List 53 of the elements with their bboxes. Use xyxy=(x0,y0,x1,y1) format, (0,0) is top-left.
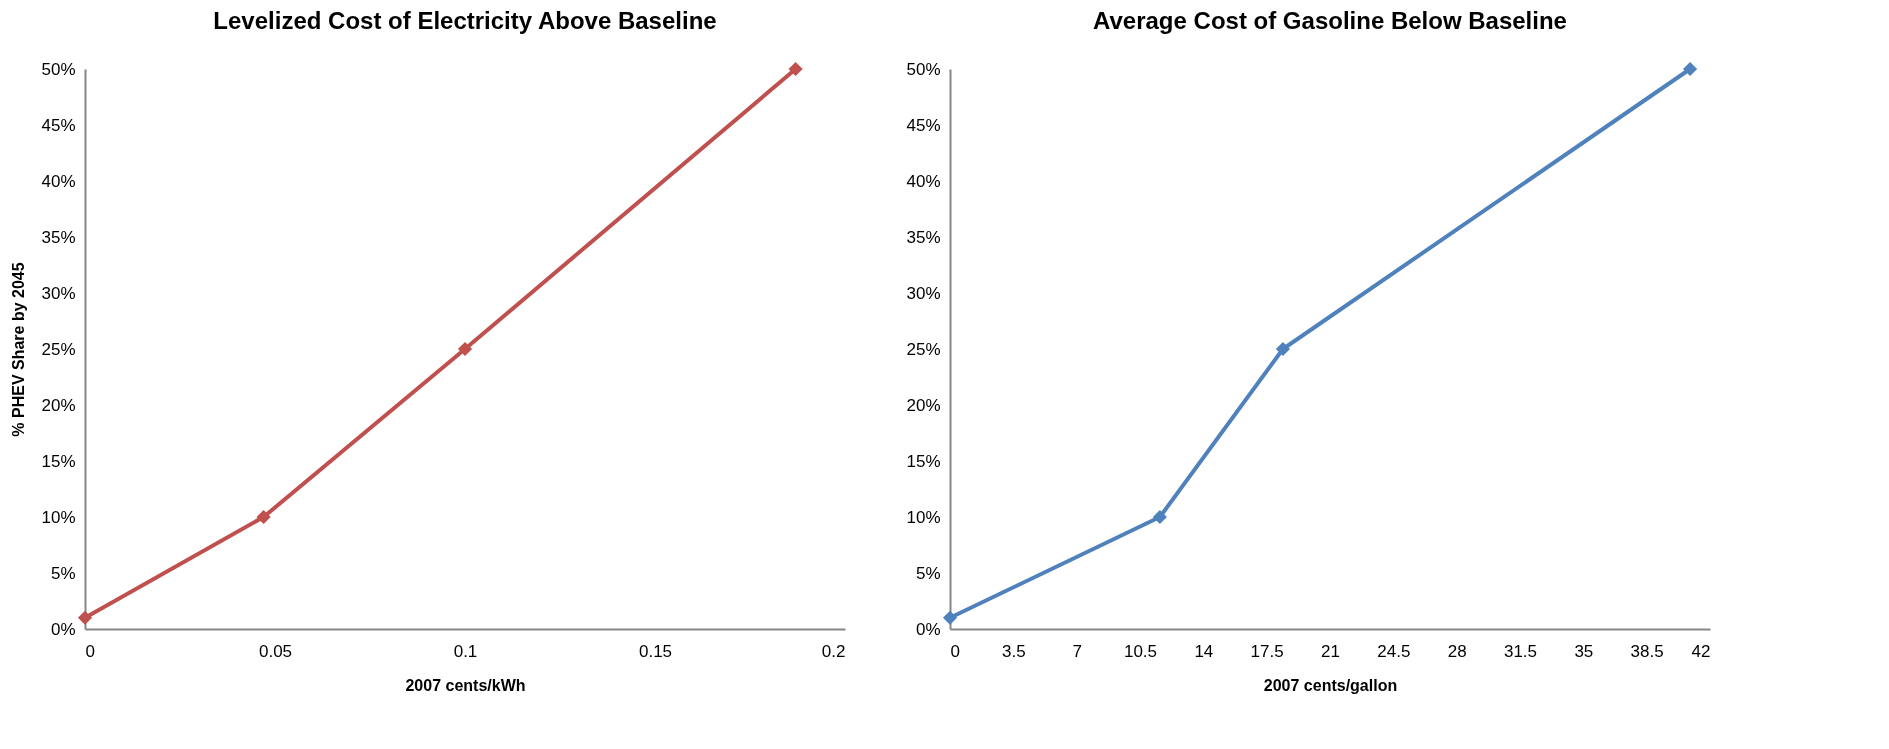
x-axis-title: 2007 cents/kWh xyxy=(405,676,526,694)
point xyxy=(1683,61,1698,77)
x-tick-label: 0 xyxy=(85,641,95,661)
x-tick-label: 3.5 xyxy=(1002,641,1026,661)
point xyxy=(256,509,271,525)
y-tick-label: 0% xyxy=(50,619,76,639)
x-tick-label: 0.2 xyxy=(821,641,846,661)
y-tick-label: 0% xyxy=(915,619,941,639)
x-tick-label: 35 xyxy=(1574,641,1594,661)
point xyxy=(1275,341,1291,357)
x-tick-label: 28 xyxy=(1447,641,1467,661)
point xyxy=(788,61,803,77)
y-tick-label: 45% xyxy=(906,115,941,135)
x-tick-label: 42 xyxy=(1691,641,1711,661)
y-tick-label: 5% xyxy=(50,563,76,583)
y-tick-label: 30% xyxy=(41,283,76,303)
x-tick-label: 24.5 xyxy=(1377,641,1411,661)
x-tick-label: 0.1 xyxy=(453,641,478,661)
y-tick-label: 15% xyxy=(41,451,76,471)
x-tick-label: 10.5 xyxy=(1123,641,1158,661)
y-tick-label: 35% xyxy=(906,227,941,247)
x-tick-label: 0.05 xyxy=(258,641,293,661)
y-tick-label: 35% xyxy=(41,227,76,247)
y-tick-label: 20% xyxy=(906,395,941,415)
y-tick-label: 40% xyxy=(41,171,76,191)
x-tick-label: 14 xyxy=(1194,641,1214,661)
point xyxy=(77,610,93,625)
chart-title: Levelized Cost of Electricity Above Baseline xyxy=(213,7,717,34)
point xyxy=(942,610,958,625)
x-tick-label: 0.15 xyxy=(638,641,673,661)
x-tick-label: 21 xyxy=(1321,641,1340,661)
y-tick-label: 10% xyxy=(906,507,941,527)
y-tick-label: 15% xyxy=(906,451,941,471)
y-tick-label: 10% xyxy=(41,507,76,527)
y-tick-label: 5% xyxy=(915,563,941,583)
x-tick-label: 0 xyxy=(950,641,960,661)
x-axis-title: 2007 cents/gallon xyxy=(1263,676,1398,694)
y-tick-label: 50% xyxy=(906,59,941,79)
x-tick-label: 7 xyxy=(1072,641,1082,661)
chart-title: Average Cost of Gasoline Below Baseline xyxy=(1093,7,1567,34)
x-tick-label: 17.5 xyxy=(1250,641,1284,661)
y-axis-title: % PHEV Share by 2045 xyxy=(10,262,28,437)
y-tick-label: 25% xyxy=(41,339,76,359)
y-tick-label: 40% xyxy=(906,171,941,191)
y-tick-label: 20% xyxy=(41,395,76,415)
y-tick-label: 45% xyxy=(41,115,76,135)
y-tick-label: 50% xyxy=(41,59,76,79)
y-tick-label: 25% xyxy=(906,339,941,359)
point xyxy=(1152,509,1167,525)
x-tick-label: 38.5 xyxy=(1630,641,1664,661)
point xyxy=(457,341,473,357)
x-tick-label: 31.5 xyxy=(1503,641,1538,661)
y-tick-label: 30% xyxy=(906,283,941,303)
